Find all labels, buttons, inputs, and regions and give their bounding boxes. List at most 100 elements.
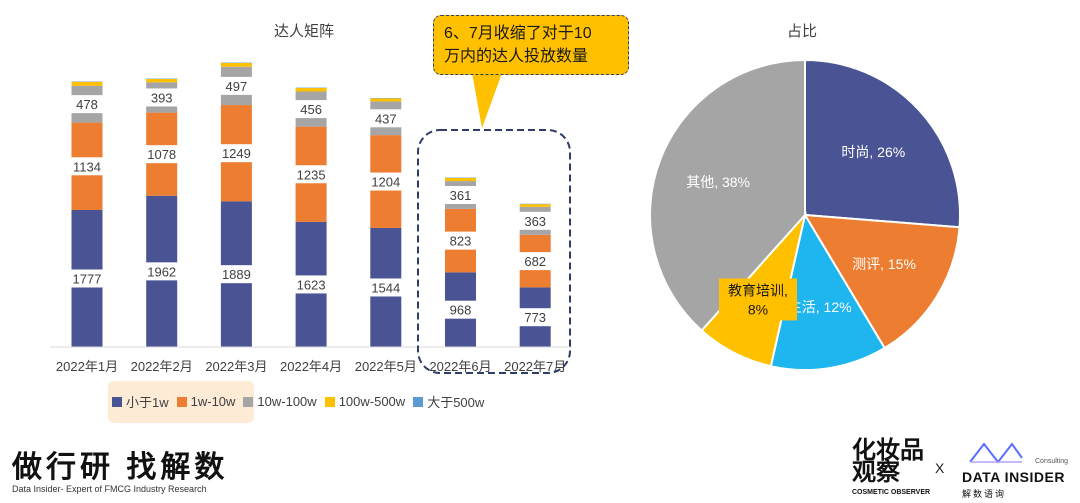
data-label-bg (444, 300, 477, 319)
data-label: 1623 (297, 277, 326, 292)
data-label-bg (141, 145, 182, 164)
data-label: 361 (450, 188, 472, 203)
legend-swatch (324, 396, 335, 407)
pie-slice (649, 60, 806, 332)
data-label: 1078 (147, 147, 176, 162)
data-label-bg (71, 95, 103, 114)
data-label: 1134 (73, 159, 101, 174)
data-label-bg (291, 275, 332, 294)
data-label: 1889 (222, 267, 251, 282)
legend-swatch (176, 396, 187, 407)
data-label-bg (67, 157, 107, 176)
legend-swatch (112, 396, 122, 407)
data-label: 823 (450, 234, 472, 249)
pie-label: 其他, 38% (686, 174, 750, 190)
legend-item: 大于500w (413, 392, 484, 411)
legend-swatch (413, 396, 424, 407)
stacked-bar-chart: 1777 1134 478 1962 1078 393 1889 1249 497 1623 123… (50, 62, 572, 374)
data-label-bg (369, 109, 402, 128)
cosmetic-observer-logo: 化妆品观察 (852, 437, 924, 486)
x-tick-label: 2022年7月 (504, 359, 566, 374)
logo-separator: X (935, 460, 945, 476)
legend-label: 大于500w (427, 395, 485, 410)
data-label-bg (295, 100, 328, 119)
bar-chart-title: 达人矩阵 (274, 23, 335, 40)
bar-segment (71, 81, 103, 86)
x-tick-label: 2022年6月 (429, 359, 491, 374)
data-label: 1962 (147, 264, 176, 279)
brand-slogan: 做行研 找解数 (12, 451, 229, 484)
cosmetic-observer-logo-en: COSMETIC OBSERVER (852, 489, 931, 496)
legend-item: 小于1w (112, 392, 169, 411)
data-label-bg (444, 185, 477, 204)
bar-segment (146, 78, 178, 83)
data-label-bg (444, 231, 477, 250)
bar-segment (295, 88, 327, 92)
data-label-bg (67, 269, 107, 288)
data-label: 478 (76, 97, 98, 112)
data-label: 497 (226, 79, 248, 94)
pie-label: 8% (748, 301, 768, 317)
data-insider-logo: DATA INSIDER (962, 469, 1065, 485)
bar-segment (370, 98, 402, 102)
legend-label: 1w-10w (190, 394, 236, 409)
pie-label-bg (718, 278, 797, 321)
bar-segment (220, 62, 252, 67)
brand-tagline: Data Insider- Expert of FMCG Industry Re… (12, 484, 207, 494)
bar-segment (519, 204, 551, 207)
callout-pointer (472, 73, 502, 128)
data-label-bg (145, 88, 178, 107)
data-label: 1544 (371, 280, 400, 295)
legend-label: 100w-500w (338, 394, 406, 409)
data-label-bg (216, 265, 257, 284)
data-insider-logo-mark (969, 442, 1023, 464)
data-label-bg (365, 172, 406, 191)
pie-label: 教育培训, (728, 282, 788, 298)
data-label-bg (519, 308, 552, 327)
data-label: 456 (300, 102, 322, 117)
pie-label: 时尚, 26% (841, 144, 905, 160)
data-label-bg (291, 165, 332, 184)
data-label-bg (141, 262, 182, 281)
legend-label: 10w-100w (257, 394, 317, 409)
pie-chart: 时尚, 26% 测评, 15% 生活, 12%教育培训, 8% 其他, 38% (649, 60, 961, 371)
pie-slice (803, 213, 961, 350)
legend-item: 100w-500w (324, 394, 406, 409)
data-label: 1777 (73, 271, 102, 286)
data-label: 437 (375, 111, 397, 126)
legend-label: 小于1w (126, 395, 169, 410)
data-label: 1249 (222, 146, 251, 161)
callout-line-1: 6、7月收缩了对于10 (444, 25, 592, 42)
data-label: 363 (524, 214, 546, 229)
data-insider-logo-cn: 解数语询 (962, 489, 1007, 499)
x-tick-label: 2022年2月 (131, 359, 193, 374)
callout-line-2: 万内的达人投放数量 (444, 48, 589, 65)
legend-item: 10w-100w (243, 394, 317, 409)
data-label-bg (220, 76, 253, 95)
pie-label: 生活, 12% (788, 299, 852, 315)
bar-segment (445, 177, 476, 182)
legend-swatch (243, 396, 254, 407)
x-tick-label: 2022年5月 (355, 359, 417, 374)
legend-item: 1w-10w (176, 394, 236, 409)
pie-label: 测评, 15% (852, 256, 916, 272)
data-label: 968 (450, 303, 472, 318)
x-tick-label: 2022年4月 (280, 359, 342, 374)
data-label: 1235 (297, 167, 326, 182)
pie-slice (769, 212, 886, 371)
highlight-dashed-box (417, 129, 571, 374)
data-label: 773 (524, 310, 546, 325)
bar-chart-legend: 小于1w 1w-10w 10w-100w 100w-500w 大于500w (112, 392, 484, 411)
data-label: 1204 (371, 175, 400, 190)
data-label-bg (365, 278, 406, 297)
x-tick-label: 2022年3月 (205, 359, 267, 374)
pie-chart-title: 占比 (787, 23, 818, 40)
data-insider-consulting: Consulting (1035, 458, 1069, 465)
data-label: 393 (151, 90, 173, 105)
pie-slice (804, 60, 961, 229)
callout-box: 6、7月收缩了对于10 万内的达人投放数量 (433, 15, 629, 75)
x-tick-label: 2022年1月 (56, 359, 118, 374)
data-label: 682 (524, 254, 546, 269)
data-label-bg (216, 144, 257, 163)
data-label-bg (519, 211, 552, 230)
